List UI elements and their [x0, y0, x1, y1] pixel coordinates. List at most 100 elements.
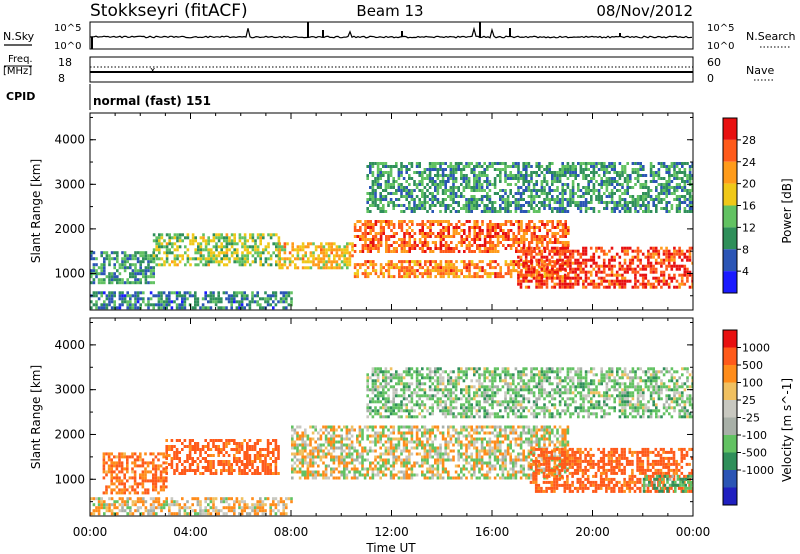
data-cell: [225, 442, 228, 445]
data-cell: [227, 472, 231, 475]
data-cell: [240, 300, 244, 304]
data-cell: [473, 263, 476, 267]
data-cell: [473, 195, 476, 198]
data-cell: [209, 294, 213, 298]
data-cell: [426, 220, 430, 223]
data-cell: [340, 446, 343, 450]
data-cell: [171, 242, 174, 246]
data-cell: [444, 244, 448, 247]
data-cell: [281, 248, 284, 252]
data-cell: [183, 306, 187, 310]
data-cell: [136, 500, 140, 504]
data-cell: [173, 233, 177, 237]
data-cell: [610, 210, 614, 213]
data-cell: [600, 168, 603, 171]
data-cell: [543, 192, 546, 195]
data-cell: [530, 279, 533, 283]
data-cell: [212, 233, 216, 237]
data-cell: [340, 449, 343, 453]
data-cell: [457, 210, 460, 213]
data-cell: [450, 241, 453, 244]
data-cell: [108, 278, 111, 282]
data-cell: [670, 276, 674, 280]
data-cell: [147, 512, 150, 516]
data-cell: [376, 204, 380, 207]
data-cell: [566, 285, 570, 289]
data-cell: [358, 443, 362, 447]
data-cell: [571, 267, 575, 271]
data-cell: [374, 449, 377, 453]
data-cell: [338, 257, 341, 261]
data-cell: [158, 239, 161, 243]
data-cell: [644, 198, 648, 201]
data-cell: [455, 229, 458, 232]
data-cell: [358, 425, 362, 429]
data-cell: [465, 247, 469, 250]
data-cell: [317, 254, 320, 258]
data-cell: [274, 503, 278, 507]
data-cell: [540, 279, 544, 283]
data-cell: [527, 249, 531, 253]
data-cell: [100, 294, 103, 298]
data-cell: [332, 425, 336, 429]
data-cell: [243, 469, 246, 472]
data-cell: [178, 457, 181, 460]
data-cell: [452, 201, 455, 204]
data-cell: [678, 273, 681, 277]
data-cell: [345, 428, 349, 432]
data-cell: [282, 500, 285, 504]
data-cell: [423, 177, 427, 180]
data-cell: [100, 272, 103, 276]
data-cell: [157, 479, 160, 483]
data-cell: [246, 451, 249, 454]
data-cell: [214, 300, 218, 304]
data-cell: [480, 189, 484, 192]
data-cell: [382, 207, 385, 210]
data-cell: [371, 470, 375, 474]
data-cell: [506, 195, 510, 198]
data-cell: [256, 451, 259, 454]
data-cell: [418, 207, 421, 210]
data-cell: [147, 281, 150, 285]
data-cell: [512, 162, 515, 165]
data-cell: [332, 476, 336, 480]
data-cell: [480, 183, 484, 186]
data-cell: [525, 223, 528, 226]
data-cell: [411, 223, 414, 226]
nsky-label: N.Sky: [3, 30, 35, 43]
data-cell: [296, 464, 299, 468]
data-cell: [246, 251, 249, 255]
data-cell: [447, 232, 450, 235]
data-cell: [556, 232, 560, 235]
data-cell: [100, 269, 103, 273]
data-cell: [209, 448, 213, 451]
data-cell: [366, 275, 370, 279]
data-cell: [304, 449, 307, 453]
data-cell: [515, 269, 518, 273]
data-cell: [196, 512, 200, 516]
data-cell: [330, 242, 333, 246]
data-cell: [556, 267, 559, 271]
data-cell: [587, 201, 590, 204]
data-cell: [97, 506, 101, 510]
data-cell: [610, 207, 614, 210]
data-cell: [246, 512, 249, 516]
data-cell: [103, 257, 106, 261]
data-cell: [486, 232, 489, 235]
data-cell: [107, 467, 111, 471]
data-cell: [584, 252, 588, 256]
data-cell: [261, 506, 265, 510]
data-cell: [149, 272, 153, 276]
data-cell: [405, 275, 409, 279]
data-cell: [574, 249, 577, 253]
data-cell: [330, 251, 333, 255]
data-cell: [225, 460, 228, 463]
data-cell: [100, 497, 103, 501]
data-cell: [170, 448, 174, 451]
data-cell: [675, 195, 679, 198]
data-cell: [319, 455, 323, 459]
data-cell: [157, 452, 160, 456]
data-cell: [538, 168, 541, 171]
data-cell: [478, 232, 482, 235]
data-cell: [139, 506, 142, 510]
